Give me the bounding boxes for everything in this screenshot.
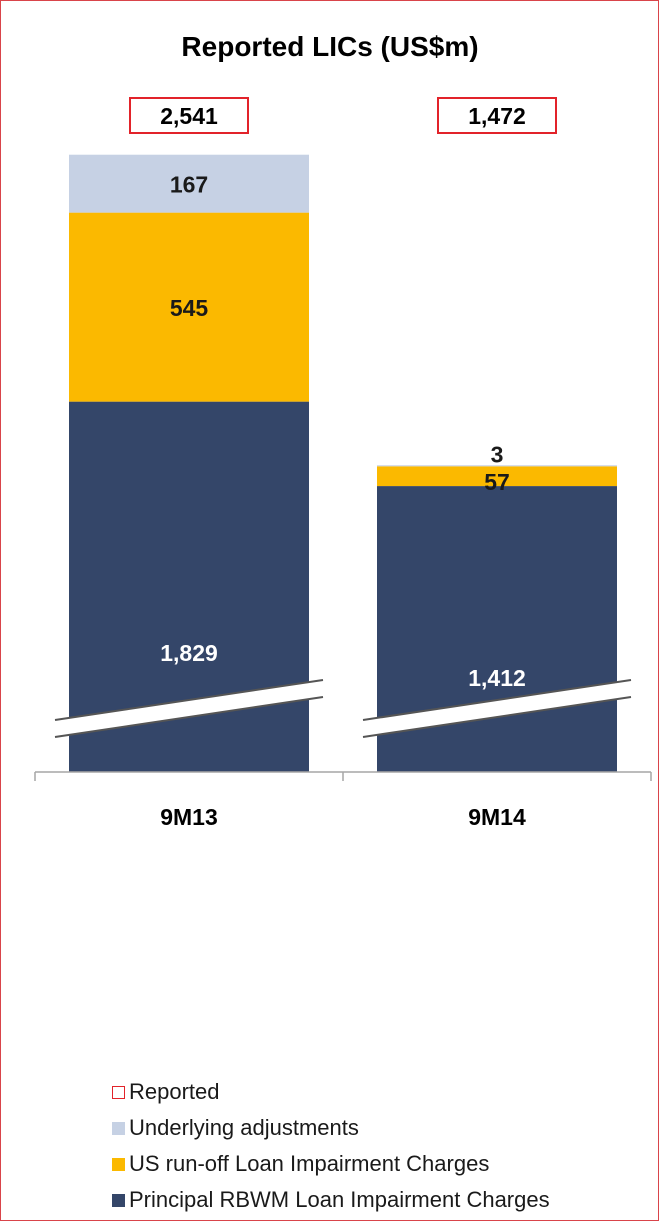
x-tick-label-9m13: 9M13 [160, 804, 218, 830]
axis-break-line-9m13 [54, 696, 324, 738]
legend-item-underlying-adjustments: Underlying adjustments [112, 1110, 550, 1146]
data-label-principal-rbwm-loan-impairment-charges-9m14: 1,412 [468, 665, 526, 691]
bar-segment-us-run-off-loan-impairment-charges-9m13 [69, 212, 309, 402]
bar-segment-underlying-adjustments-9m13 [69, 154, 309, 213]
data-label-underlying-adjustments-9m13: 167 [170, 172, 208, 198]
reported-total-label-9m13: 2,541 [160, 103, 218, 129]
axis-break-line-9m14 [362, 679, 632, 721]
legend-label-underlying-adjustments: Underlying adjustments [129, 1115, 359, 1140]
axis-break-band-9m13 [55, 680, 323, 737]
legend-swatch-underlying-adjustments [112, 1121, 125, 1135]
data-label-us-run-off-loan-impairment-charges-9m13: 545 [170, 295, 209, 321]
chart-title: Reported LICs (US$m) [181, 31, 478, 62]
legend-swatch-principal-rbwm-loan-impairment-charges [112, 1193, 125, 1207]
legend-item-principal-rbwm-loan-impairment-charges: Principal RBWM Loan Impairment Charges [112, 1182, 550, 1218]
legend-label-reported: Reported [129, 1079, 220, 1104]
legend-swatch-us-run-off-loan-impairment-charges [112, 1157, 125, 1171]
x-tick-label-9m14: 9M14 [468, 804, 526, 830]
data-label-underlying-adjustments-9m14: 3 [491, 441, 504, 467]
data-label-principal-rbwm-loan-impairment-charges-9m13: 1,829 [160, 640, 218, 666]
legend-item-us-run-off-loan-impairment-charges: US run-off Loan Impairment Charges [112, 1146, 550, 1182]
reported-total-box-9m14 [437, 97, 557, 134]
data-label-us-run-off-loan-impairment-charges-9m14: 57 [484, 469, 510, 495]
reported-total-box-9m13 [129, 97, 249, 134]
legend: Reported Underlying adjustments US run-off… [112, 1074, 550, 1218]
axis-break-line-9m13 [54, 679, 324, 721]
legend-item-reported: Reported [112, 1074, 550, 1110]
legend-swatch-reported [112, 1085, 125, 1099]
legend-label-principal-rbwm-loan-impairment-charges: Principal RBWM Loan Impairment Charges [129, 1187, 550, 1212]
legend-label-us-run-off-loan-impairment-charges: US run-off Loan Impairment Charges [129, 1151, 490, 1176]
bar-segment-us-run-off-loan-impairment-charges-9m14 [377, 466, 617, 487]
reported-total-label-9m14: 1,472 [468, 103, 526, 129]
axis-break-band-9m14 [363, 680, 631, 737]
axis-break-line-9m14 [362, 696, 632, 738]
bar-segment-underlying-adjustments-9m14 [377, 465, 617, 467]
